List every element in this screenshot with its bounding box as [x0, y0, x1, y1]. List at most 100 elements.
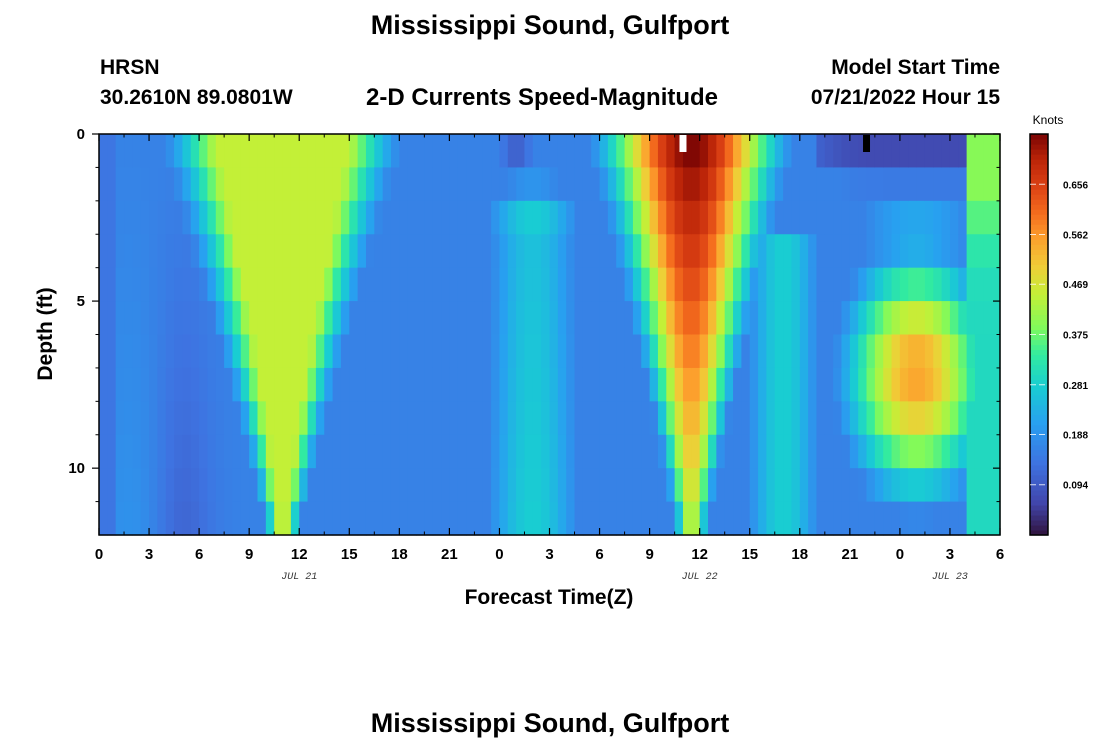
heatmap-cell — [199, 200, 209, 235]
heatmap-cell — [474, 200, 484, 235]
heatmap-cell — [632, 234, 642, 269]
heatmap-cell — [299, 301, 309, 336]
heatmap-cell — [224, 301, 234, 336]
heatmap-cell — [165, 200, 175, 235]
heatmap-cell — [157, 501, 167, 536]
heatmap-cell — [332, 134, 342, 169]
heatmap-cell — [157, 401, 167, 436]
heatmap-cell — [866, 267, 876, 302]
heatmap-cell — [624, 367, 634, 402]
heatmap-cell — [883, 167, 893, 202]
heatmap-cell — [899, 501, 909, 536]
heatmap-cell — [516, 234, 526, 269]
heatmap-cell — [265, 134, 275, 169]
heatmap-cell — [190, 134, 200, 169]
heatmap-cell — [524, 401, 534, 436]
heatmap-cell — [908, 301, 918, 336]
heatmap-cell — [958, 434, 968, 469]
heatmap-cell — [699, 334, 709, 369]
heatmap-cell — [866, 234, 876, 269]
heatmap-cell — [632, 200, 642, 235]
x-tick-label: 3 — [145, 546, 153, 563]
heatmap-cell — [791, 167, 801, 202]
heatmap-cell — [991, 234, 1001, 269]
heatmap-cell — [824, 134, 834, 169]
heatmap-cell — [883, 301, 893, 336]
heatmap-cell — [674, 501, 684, 536]
heatmap-cell — [516, 200, 526, 235]
heatmap-cell — [549, 468, 559, 503]
heatmap-cell — [724, 468, 734, 503]
heatmap-cell — [466, 501, 476, 536]
heatmap-cell — [132, 267, 142, 302]
heatmap-cell — [841, 367, 851, 402]
heatmap-cell — [541, 434, 551, 469]
heatmap-cell — [641, 234, 651, 269]
y-axis-label: Depth (ft) — [34, 287, 57, 380]
heatmap-cell — [507, 167, 517, 202]
heatmap-cell — [157, 234, 167, 269]
heatmap-cell — [849, 134, 859, 169]
heatmap-cell — [849, 367, 859, 402]
colorbar-segment — [1030, 489, 1048, 496]
heatmap-cell — [741, 301, 751, 336]
heatmap-cell — [899, 434, 909, 469]
heatmap-cell — [891, 167, 901, 202]
colorbar-label: Knots — [1033, 113, 1064, 127]
heatmap-cell — [491, 200, 501, 235]
heatmap-cell — [340, 234, 350, 269]
heatmap-cell — [274, 134, 284, 169]
heatmap-cell — [157, 434, 167, 469]
heatmap-cell — [507, 200, 517, 235]
heatmap-cell — [107, 401, 117, 436]
heatmap-cell — [924, 367, 934, 402]
heatmap-cell — [499, 134, 509, 169]
heatmap-cell — [557, 401, 567, 436]
heatmap-cell — [708, 234, 717, 269]
heatmap-cell — [182, 234, 192, 269]
heatmap-cell — [299, 334, 309, 369]
heatmap-cell — [365, 367, 375, 402]
heatmap-cell — [115, 434, 125, 469]
heatmap-cell — [841, 468, 851, 503]
heatmap-cell — [424, 468, 434, 503]
heatmap-cell — [549, 301, 559, 336]
heatmap-cell — [866, 167, 876, 202]
heatmap-cell — [691, 267, 701, 302]
heatmap-cell — [207, 367, 217, 402]
heatmap-cell — [457, 367, 467, 402]
heatmap-cell — [808, 334, 818, 369]
heatmap-cell — [891, 334, 901, 369]
heatmap-cell — [99, 301, 108, 336]
heatmap-cell — [566, 301, 576, 336]
heatmap-cell — [774, 401, 784, 436]
heatmap-cell — [582, 267, 592, 302]
heatmap-cell — [424, 200, 434, 235]
heatmap-cell — [140, 200, 150, 235]
heatmap-cell — [791, 434, 801, 469]
heatmap-cell — [966, 301, 976, 336]
heatmap-cell — [324, 167, 334, 202]
heatmap-cell — [766, 434, 776, 469]
heatmap-cell — [374, 501, 384, 536]
heatmap-cell — [324, 468, 334, 503]
heatmap-cell — [357, 234, 367, 269]
heatmap-cell — [708, 167, 717, 202]
colorbar-segment — [1030, 184, 1048, 190]
heatmap-cell — [432, 401, 442, 436]
colorbar-segment — [1030, 269, 1048, 275]
heatmap-cell — [841, 334, 851, 369]
heatmap-cell — [733, 334, 742, 369]
heatmap-cell — [841, 200, 851, 235]
heatmap-cell — [849, 501, 859, 536]
colorbar: 0.094 0.188 0.281 0.375 0.469 0.562 0.656 — [1029, 133, 1088, 536]
heatmap-cell — [274, 301, 284, 336]
heatmap-cell — [532, 134, 542, 169]
heatmap-cell — [883, 434, 893, 469]
colorbar-segment — [1030, 169, 1048, 175]
heatmap-cell — [716, 301, 726, 336]
heatmap-cell — [908, 334, 918, 369]
heatmap-cell — [983, 267, 993, 302]
heatmap-cell — [983, 334, 993, 369]
heatmap-cell — [799, 367, 809, 402]
